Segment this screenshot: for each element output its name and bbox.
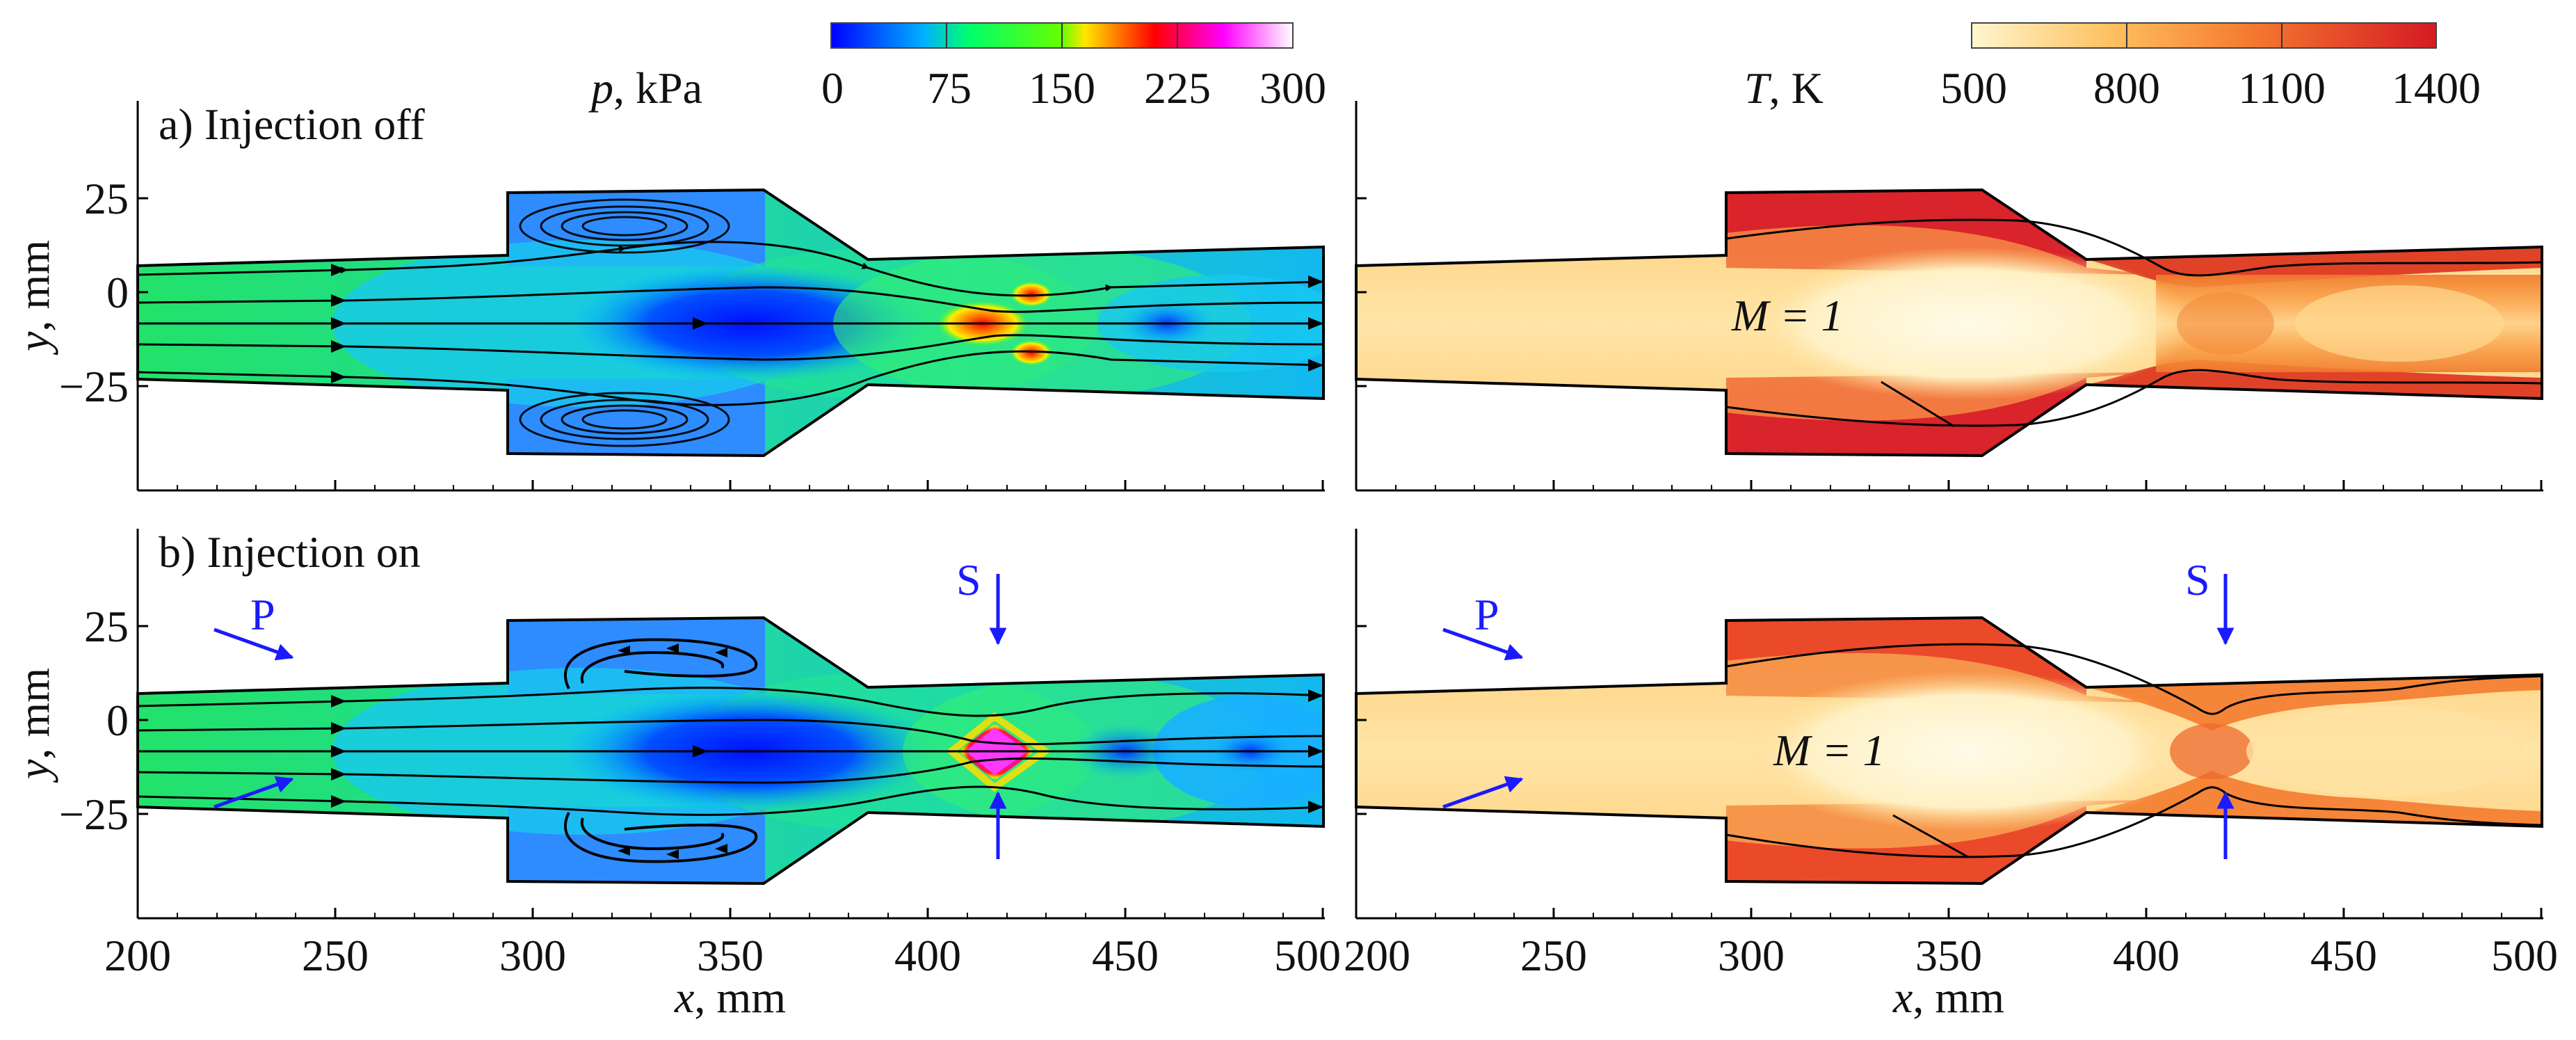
- sonic-line: [1725, 643, 2543, 715]
- secondary-injection-label: S: [956, 555, 981, 605]
- x-tick-label: 450: [1092, 931, 1159, 980]
- y-tick-label: 25: [84, 602, 129, 651]
- x-axis-title: x, mm: [1892, 973, 2004, 1022]
- duct-outline: [1355, 616, 2543, 886]
- mach-label: M = 1: [1731, 291, 1844, 340]
- injection-arrow: [214, 627, 294, 661]
- y-tick-label: 0: [106, 696, 129, 745]
- y-tick-label: −25: [59, 790, 129, 839]
- x-axis-title: x, mm: [674, 973, 786, 1022]
- temperature-colorbar-gradient: [1971, 22, 2437, 49]
- x-tick-label: 500: [1274, 931, 1341, 980]
- pressure-tick: 0: [821, 63, 844, 113]
- primary-injection-label: P: [1474, 590, 1499, 639]
- duct-outline: [136, 616, 1325, 886]
- x-tick-label: 350: [1915, 931, 1982, 980]
- injection-arrow: [1442, 776, 1524, 809]
- pressure-symbol: p, kPa: [588, 63, 702, 113]
- temperature-colorbar: T, K 500 800 1100 1400: [1744, 22, 2481, 113]
- x-tick-label: 200: [1344, 931, 1410, 980]
- y-axis-title: y, mm: [9, 240, 58, 355]
- y-tick-label: 25: [84, 174, 129, 223]
- x-tick-label: 300: [1718, 931, 1785, 980]
- pressure-tick: 75: [927, 63, 972, 113]
- pressure-colorbar: p, kPa 0 75 150 225 300: [588, 22, 1326, 113]
- sonic-line: [1725, 218, 2543, 277]
- temperature-tick: 1400: [2392, 63, 2481, 113]
- injection-arrow: [1442, 627, 1524, 661]
- panel-a-label: a) Injection off: [159, 99, 425, 149]
- duct-outline: [136, 188, 1325, 458]
- pressure-tick: 225: [1144, 63, 1211, 113]
- temperature-symbol: T, K: [1744, 63, 1824, 113]
- x-tick-labels-right: 200 250 300 350 400 450 500: [1344, 931, 2558, 980]
- y-tick-labels-bottom: 25 0 −25: [59, 602, 129, 839]
- sonic-line: [1725, 786, 2543, 858]
- panel-pressure-on: [136, 616, 1325, 886]
- x-tick-label: 500: [2491, 931, 2558, 980]
- secondary-injection-label: S: [2185, 555, 2210, 605]
- duct-outline: [1355, 188, 2543, 458]
- injection-annotations: P S P S: [214, 555, 2235, 859]
- temperature-tick: 500: [1940, 63, 2007, 113]
- x-tick-label: 450: [2310, 931, 2377, 980]
- x-tick-label: 400: [894, 931, 961, 980]
- x-tick-label: 350: [697, 931, 764, 980]
- pressure-tick: 300: [1259, 63, 1326, 113]
- pressure-tick: 150: [1029, 63, 1095, 113]
- y-tick-label: −25: [59, 362, 129, 411]
- panel-temperature-off: M = 1: [1355, 188, 2543, 458]
- temperature-tick: 1100: [2238, 63, 2326, 113]
- x-tick-label: 300: [499, 931, 566, 980]
- x-tick-label: 200: [104, 931, 171, 980]
- temperature-tick: 800: [2093, 63, 2160, 113]
- x-tick-label: 250: [302, 931, 369, 980]
- sonic-line: [1725, 369, 2543, 427]
- panel-pressure-off: [136, 188, 1325, 458]
- x-minor-ticks: [177, 485, 2502, 918]
- y-ticks: [138, 197, 1367, 815]
- primary-injection-label: P: [250, 590, 275, 639]
- injection-arrow: [214, 776, 294, 809]
- y-axis-title: y, mm: [9, 668, 58, 783]
- y-tick-labels-top: 25 0 −25: [59, 174, 129, 411]
- panel-temperature-on: M = 1: [1355, 616, 2543, 886]
- x-tick-label: 250: [1520, 931, 1587, 980]
- x-tick-label: 400: [2113, 931, 2180, 980]
- mach-label: M = 1: [1773, 726, 1885, 775]
- x-tick-labels-left: 200 250 300 350 400 450 500: [104, 931, 1341, 980]
- y-tick-label: 0: [106, 268, 129, 317]
- panel-b-label: b) Injection on: [159, 527, 421, 577]
- x-ticks: [136, 480, 2543, 918]
